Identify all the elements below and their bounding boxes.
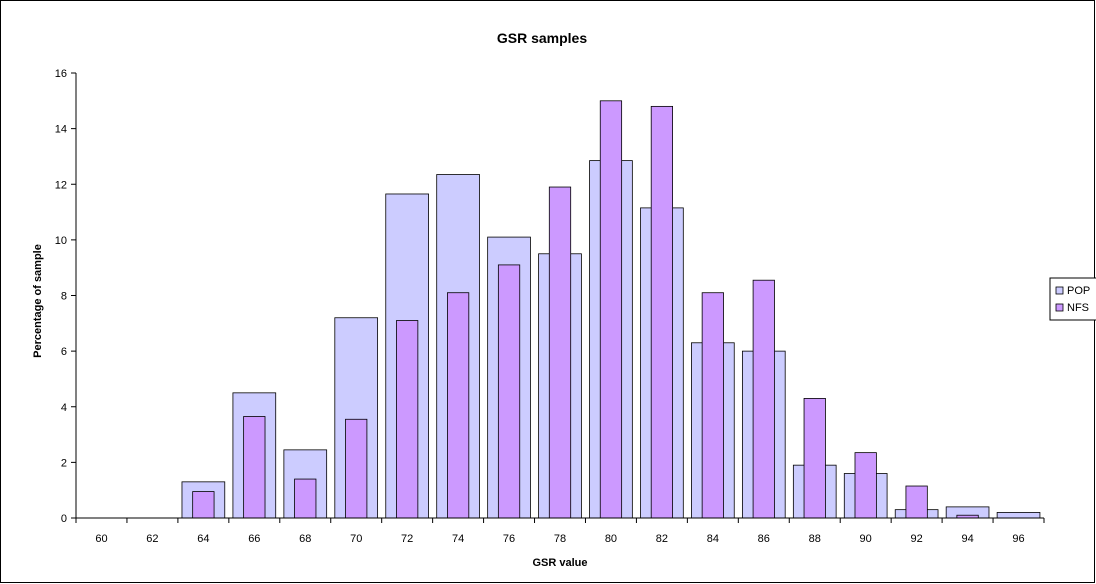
x-axis-label: GSR value xyxy=(532,557,587,569)
x-axis-ticks: 60 62 64 66 68 70 72 74 76 78 80 82 84 86 88 90 92 94 96 xyxy=(75,518,1045,545)
bar-nfs-68 xyxy=(294,478,317,519)
y-tick-label: 14 xyxy=(55,124,67,136)
bar-nfs-76 xyxy=(497,264,521,519)
legend: POP NFS xyxy=(1049,277,1096,321)
y-tick-label: 2 xyxy=(61,457,67,469)
y-tick-label: 4 xyxy=(61,402,67,414)
x-tick-label: 78 xyxy=(554,533,566,545)
x-tick-label: 74 xyxy=(452,533,464,545)
y-tick-label: 0 xyxy=(61,513,67,525)
x-tick-label: 60 xyxy=(95,533,107,545)
x-tick-label: 76 xyxy=(503,533,515,545)
x-tick-label: 70 xyxy=(350,533,362,545)
bar-pop-96 xyxy=(996,512,1041,519)
x-tick-label: 96 xyxy=(1012,533,1024,545)
y-tick-label: 6 xyxy=(61,346,67,358)
bar-nfs-74 xyxy=(447,292,470,519)
bar-nfs-82 xyxy=(650,105,674,519)
y-tick-label: 8 xyxy=(61,291,67,303)
x-tick-label: 86 xyxy=(758,533,770,545)
x-tick-label: 72 xyxy=(401,533,413,545)
bar-nfs-92 xyxy=(905,485,928,519)
bar-nfs-66 xyxy=(243,416,266,519)
bar-nfs-90 xyxy=(854,452,877,519)
bar-nfs-70 xyxy=(345,418,368,519)
x-tick-label: 64 xyxy=(197,533,209,545)
bar-nfs-84 xyxy=(701,292,724,519)
x-tick-label: 92 xyxy=(911,533,923,545)
x-tick-label: 82 xyxy=(656,533,668,545)
x-tick-label: 80 xyxy=(605,533,617,545)
x-tick-label: 66 xyxy=(248,533,260,545)
x-tick-label: 88 xyxy=(809,533,821,545)
bar-nfs-80 xyxy=(599,100,623,519)
chart-title: GSR samples xyxy=(497,30,587,46)
bar-nfs-86 xyxy=(752,279,775,519)
y-axis-label: Percentage of sample xyxy=(32,244,44,358)
legend-box xyxy=(1049,277,1096,321)
plot-area xyxy=(75,73,1044,519)
x-tick-label: 90 xyxy=(860,533,872,545)
legend-label-pop: POP xyxy=(1067,285,1090,297)
legend-swatch-nfs xyxy=(1055,303,1064,312)
y-axis-ticks: 0 2 4 6 8 10 12 14 16 xyxy=(55,68,76,525)
legend-label-nfs: NFS xyxy=(1067,302,1089,314)
bar-nfs-78 xyxy=(548,186,572,519)
x-tick-label: 68 xyxy=(299,533,311,545)
x-tick-label: 84 xyxy=(707,533,719,545)
x-tick-label: 62 xyxy=(146,533,158,545)
y-tick-label: 12 xyxy=(55,179,67,191)
bar-nfs-64 xyxy=(192,491,215,519)
y-tick-label: 10 xyxy=(55,235,67,247)
bar-nfs-88 xyxy=(803,398,826,519)
y-tick-label: 16 xyxy=(55,68,67,80)
legend-swatch-pop xyxy=(1055,286,1064,295)
x-tick-label: 94 xyxy=(961,533,973,545)
bar-nfs-72 xyxy=(396,320,419,519)
